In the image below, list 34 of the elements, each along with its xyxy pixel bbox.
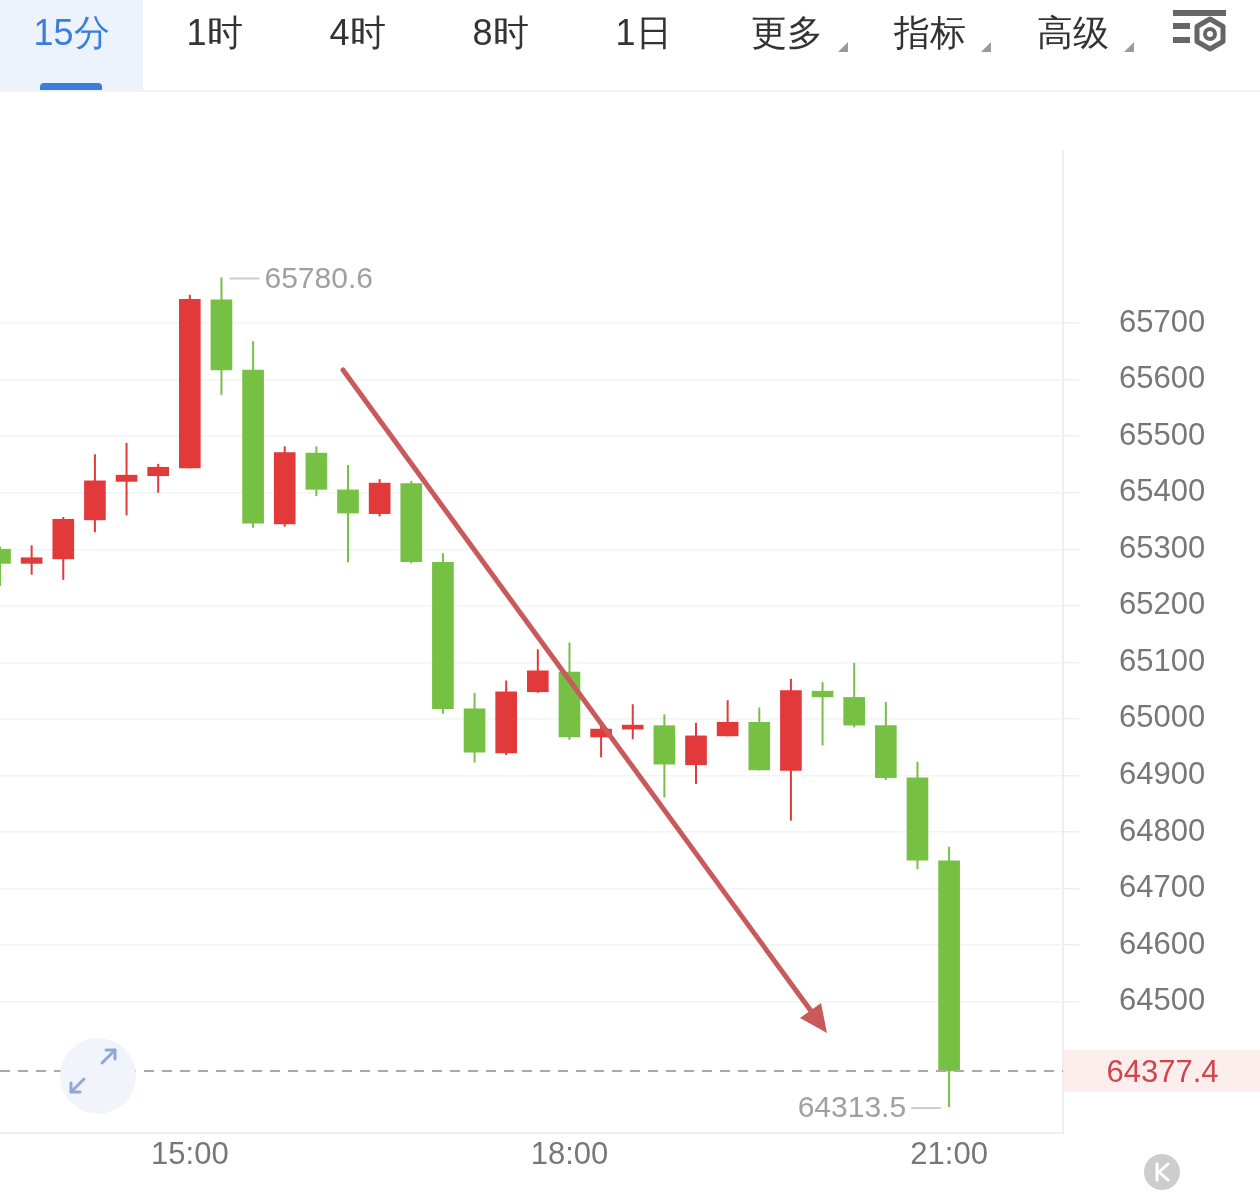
text: 指标 xyxy=(893,10,966,55)
text: 高级 xyxy=(1036,10,1109,55)
x-tick-label: 21:00 xyxy=(910,1135,988,1171)
ref-line-label: 64377.4 xyxy=(1106,1053,1219,1089)
text: 1时 xyxy=(186,10,243,55)
annotation: 65780.6 xyxy=(264,260,373,294)
candlestick xyxy=(811,681,834,747)
y-tick-label: 64900 xyxy=(1118,756,1206,791)
candlestick xyxy=(20,544,43,576)
candlestick xyxy=(337,464,359,564)
x-tick-label: 15:00 xyxy=(151,1135,229,1171)
y-tick-label: 65400 xyxy=(1118,473,1206,509)
y-tick-label: 64500 xyxy=(1118,982,1206,1018)
y-tick-label: 65100 xyxy=(1118,642,1206,678)
y-tick-label: 65200 xyxy=(1118,586,1206,622)
text: 8时 xyxy=(472,10,529,55)
y-tick-label: 65700 xyxy=(1118,303,1206,339)
y-tick-label: 64700 xyxy=(1118,869,1206,905)
text: 15分 xyxy=(33,10,110,55)
candlestick xyxy=(716,699,739,738)
y-tick-label: 65500 xyxy=(1118,416,1206,452)
text: 1日 xyxy=(615,10,672,55)
y-tick-label: 64600 xyxy=(1118,925,1206,961)
candlestick xyxy=(527,648,549,694)
x-tick-label: 18:00 xyxy=(530,1135,609,1171)
y-tick-label: 65300 xyxy=(1118,529,1206,565)
y-tick-label: 64800 xyxy=(1118,812,1206,848)
text: 更多 xyxy=(750,10,823,55)
candlestick xyxy=(147,462,170,494)
y-tick-label: 65600 xyxy=(1118,360,1206,396)
text: 4时 xyxy=(329,10,386,55)
y-tick-label: 65000 xyxy=(1118,699,1206,735)
annotation: 64313.5 xyxy=(797,1090,907,1124)
candlestick xyxy=(115,441,138,517)
